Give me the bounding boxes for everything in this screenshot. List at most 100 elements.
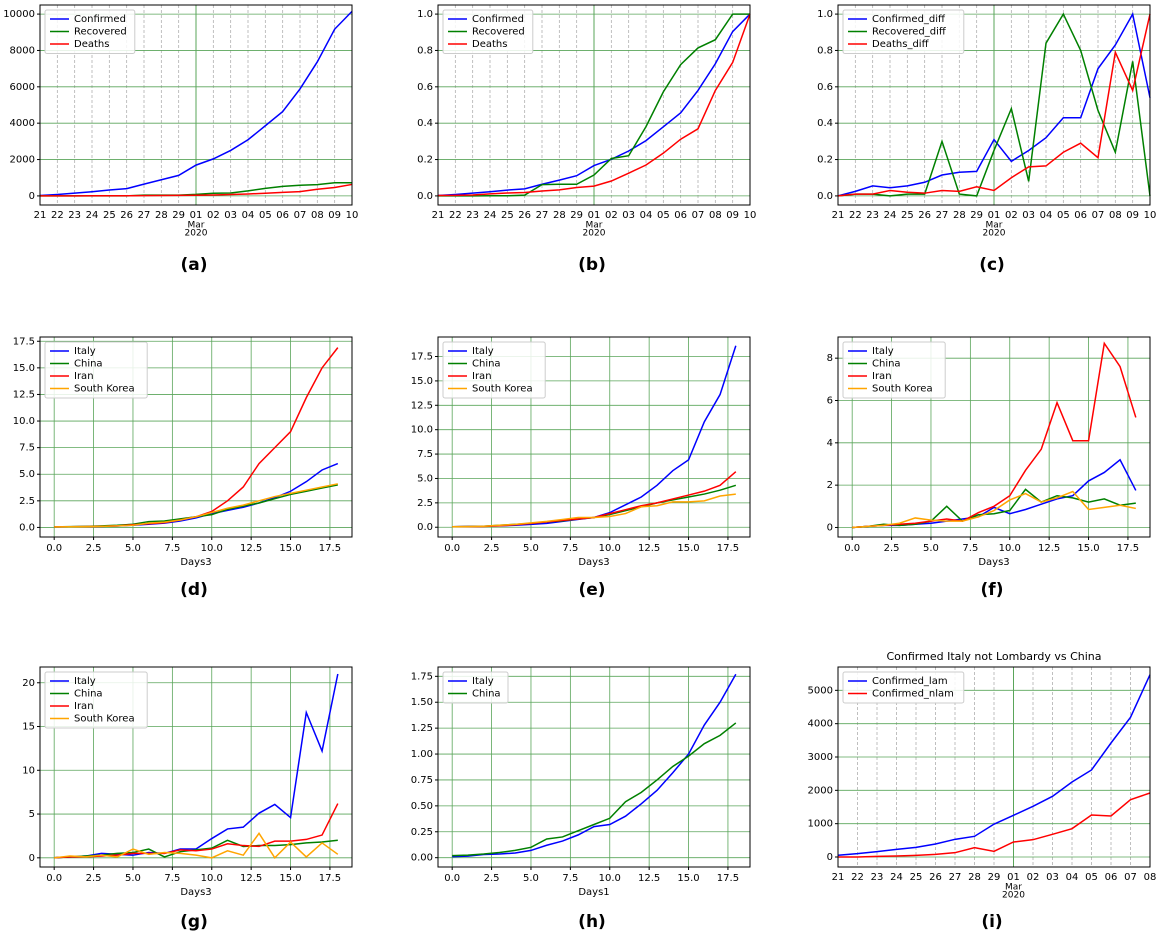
- legend-label: China: [472, 689, 501, 700]
- data-line: [852, 458, 1137, 529]
- legend-label: Italy: [472, 346, 494, 357]
- y-tick-label: 15.0: [13, 363, 35, 374]
- x-tick-label: 27: [536, 210, 549, 221]
- x-tick-label: 10.0: [201, 873, 223, 884]
- chart-title: Confirmed Italy not Lombardy vs China: [886, 650, 1101, 663]
- y-tick-label: 0: [827, 852, 833, 863]
- x-tick-label: 15.0: [279, 543, 301, 554]
- x-tick-label: 0.0: [844, 543, 860, 554]
- x-tick-label: 25: [901, 210, 914, 221]
- x-tick-label: 17.5: [717, 873, 739, 884]
- caption: (h): [578, 912, 606, 932]
- x-tick-label: 10: [346, 210, 359, 221]
- x-tick-label: 26: [929, 872, 942, 883]
- data-line: [837, 674, 1151, 856]
- x-tick-label: 10.0: [201, 543, 223, 554]
- legend-label: Confirmed: [472, 14, 524, 25]
- x-tick-label: 12.5: [1038, 543, 1060, 554]
- panel: 0.0 2.5 5.0 7.5 10.0 12.5 15.0 17.5 Days3 0.0 2.5 5…: [13, 336, 353, 600]
- panel: 0.0 2.5 5.0 7.5 10.0 12.5 15.0 17.5 Days3 0 5 10 15 2…: [22, 666, 353, 932]
- y-tick-label: 0.00: [411, 853, 433, 864]
- x-tick-label: 12.5: [240, 873, 262, 884]
- legend-label: Italy: [74, 676, 96, 687]
- legend-box: [442, 341, 546, 399]
- x-tick-label: 27: [138, 210, 151, 221]
- data-line: [837, 12, 1151, 197]
- x-tick-label: 22: [51, 210, 64, 221]
- x-tick-label: 24: [86, 210, 99, 221]
- x-tick-label: 7.5: [962, 543, 978, 554]
- legend-box: [842, 341, 946, 399]
- panel: 21 22 23 24 25 26 27 28 29 01 02 03 04 05 06 07 08 09 10 Ma…: [3, 4, 359, 275]
- x-tick-label: 12.5: [240, 543, 262, 554]
- y-tick-label: 0.8: [417, 45, 433, 56]
- caption: (c): [979, 255, 1005, 275]
- x-tick-label: 2.5: [484, 543, 500, 554]
- y-tick-label: 0.4: [417, 118, 433, 129]
- legend-label: China: [74, 359, 103, 370]
- plot-frame: [837, 336, 1151, 538]
- x-tick-label: 04: [1040, 210, 1053, 221]
- x-tick-label: 17.5: [319, 873, 341, 884]
- y-tick-label: 12.5: [411, 400, 433, 411]
- y-tick-label: 2: [827, 480, 833, 491]
- data-line: [452, 471, 737, 528]
- data-line: [852, 490, 1136, 529]
- x-tick-label: 10.0: [599, 873, 621, 884]
- x-month-label: Mar: [586, 221, 603, 231]
- y-tick-label: 0.6: [817, 82, 833, 93]
- legend-label: China: [74, 689, 103, 700]
- x-tick-label: 03: [1046, 872, 1059, 883]
- legend-label: Confirmed_lam: [872, 676, 948, 687]
- legend-label: Confirmed_nlam: [872, 689, 954, 700]
- legend-label: China: [472, 359, 501, 370]
- legend-label: South Korea: [872, 384, 933, 395]
- y-tick-label: 0.6: [417, 82, 433, 93]
- x-year-label: 2020: [983, 229, 1006, 239]
- y-tick-label: 10: [22, 765, 35, 776]
- y-tick-label: 0.0: [417, 522, 433, 533]
- x-tick-label: 05: [259, 210, 272, 221]
- x-tick-label: 28: [155, 210, 168, 221]
- x-month-label: Mar: [1005, 883, 1022, 893]
- x-tick-label: 25: [910, 872, 923, 883]
- x-tick-label: 25: [103, 210, 116, 221]
- legend-label: Iran: [74, 701, 94, 712]
- y-tick-label: 0.4: [817, 118, 833, 129]
- x-tick-label: 26: [918, 210, 931, 221]
- y-tick-label: 10.0: [411, 425, 433, 436]
- caption: (a): [180, 255, 207, 275]
- x-tick-label: 28: [968, 872, 981, 883]
- x-tick-label: 0.0: [444, 873, 460, 884]
- y-tick-label: 12.5: [13, 389, 35, 400]
- x-tick-label: 15.0: [677, 873, 699, 884]
- panel: 21 22 23 24 25 26 27 28 29 01 02 03 04 05 06 07 08 09 10 Ma…: [417, 4, 756, 275]
- x-year-label: 2020: [185, 229, 208, 239]
- legend-label: Iran: [74, 371, 94, 382]
- x-tick-label: 26: [518, 210, 531, 221]
- data-line: [437, 13, 751, 197]
- x-tick-label: 25: [501, 210, 514, 221]
- data-line: [54, 483, 338, 528]
- x-tick-label: 2.5: [484, 873, 500, 884]
- legend-box: [842, 671, 965, 704]
- x-tick-label: 15.0: [1077, 543, 1099, 554]
- plot-frame: [837, 4, 1151, 206]
- data-line: [837, 11, 1151, 197]
- legend-label: Confirmed_diff: [872, 14, 946, 25]
- plot-frame: [437, 4, 751, 206]
- x-tick-label: 06: [674, 210, 687, 221]
- legend-label: Confirmed: [74, 14, 126, 25]
- legend-label: Deaths: [472, 39, 507, 50]
- y-tick-label: 8: [827, 353, 833, 364]
- x-tick-label: 7.5: [164, 873, 180, 884]
- x-tick-label: 0.0: [46, 543, 62, 554]
- x-tick-label: 24: [884, 210, 897, 221]
- caption: (b): [578, 255, 606, 275]
- x-year-label: 2020: [1002, 891, 1025, 901]
- y-tick-label: 2.5: [417, 498, 433, 509]
- x-tick-label: 28: [553, 210, 566, 221]
- y-tick-label: 1.50: [411, 697, 433, 708]
